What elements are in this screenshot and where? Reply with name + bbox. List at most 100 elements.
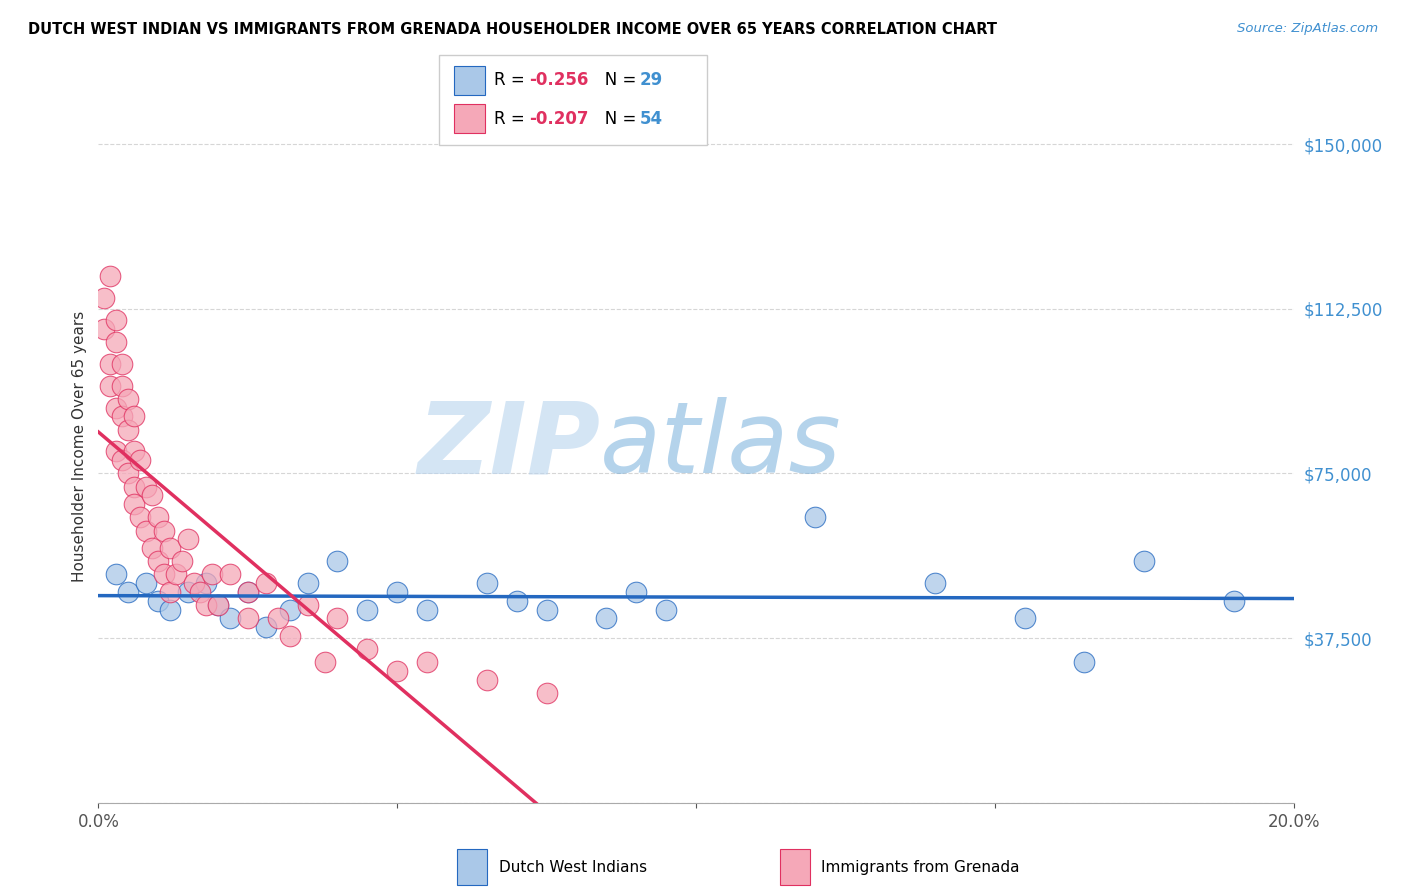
Point <box>105 312 128 326</box>
Point <box>655 602 678 616</box>
Text: R =: R = <box>494 110 530 128</box>
Point <box>177 533 200 547</box>
Point <box>135 524 157 538</box>
Point <box>117 423 139 437</box>
Point <box>105 567 128 582</box>
Text: Dutch West Indians: Dutch West Indians <box>499 860 647 874</box>
Point <box>129 510 152 524</box>
Point <box>236 585 259 599</box>
Point <box>117 585 139 599</box>
Point <box>385 664 409 678</box>
Point <box>356 642 378 657</box>
Text: ZIP: ZIP <box>418 398 600 494</box>
Point <box>165 567 187 582</box>
Point <box>159 541 181 555</box>
Point <box>195 598 218 612</box>
Point <box>278 629 301 643</box>
Point <box>98 357 122 371</box>
Point <box>124 444 146 458</box>
Point <box>201 567 224 582</box>
Point <box>475 576 498 591</box>
Point <box>153 567 176 582</box>
Point <box>153 524 176 538</box>
Text: 54: 54 <box>640 110 662 128</box>
Text: Immigrants from Grenada: Immigrants from Grenada <box>821 860 1019 874</box>
Point <box>416 602 439 616</box>
Point <box>105 334 128 349</box>
Point <box>117 467 139 481</box>
Point <box>117 392 139 406</box>
Point <box>536 686 558 700</box>
Point <box>326 554 349 568</box>
Point <box>1133 554 1156 568</box>
Point <box>105 444 128 458</box>
Point <box>326 611 349 625</box>
Text: Source: ZipAtlas.com: Source: ZipAtlas.com <box>1237 22 1378 36</box>
Point <box>475 673 498 687</box>
Point <box>278 602 301 616</box>
Point <box>98 378 122 392</box>
Point <box>416 655 439 669</box>
Point <box>124 409 146 424</box>
Point <box>219 611 242 625</box>
Point <box>924 576 946 591</box>
Point <box>93 321 115 335</box>
Text: 29: 29 <box>640 71 664 89</box>
Point <box>105 401 128 415</box>
FancyBboxPatch shape <box>457 849 486 885</box>
FancyBboxPatch shape <box>779 849 810 885</box>
Text: DUTCH WEST INDIAN VS IMMIGRANTS FROM GRENADA HOUSEHOLDER INCOME OVER 65 YEARS CO: DUTCH WEST INDIAN VS IMMIGRANTS FROM GRE… <box>28 22 997 37</box>
Point <box>207 598 229 612</box>
Point <box>195 576 218 591</box>
Point <box>183 576 205 591</box>
Point <box>141 541 163 555</box>
Point <box>219 567 242 582</box>
Point <box>1014 611 1036 625</box>
Point <box>124 480 146 494</box>
Point <box>177 585 200 599</box>
Point <box>124 497 146 511</box>
Point <box>159 585 181 599</box>
Point <box>111 453 134 467</box>
Y-axis label: Householder Income Over 65 years: Householder Income Over 65 years <box>72 310 87 582</box>
Point <box>129 453 152 467</box>
Point <box>111 357 134 371</box>
Point <box>148 594 170 608</box>
Point <box>385 585 409 599</box>
Point <box>93 291 115 305</box>
Point <box>111 409 134 424</box>
Point <box>188 585 211 599</box>
Point <box>135 480 157 494</box>
Point <box>315 655 337 669</box>
Text: atlas: atlas <box>600 398 842 494</box>
Point <box>356 602 378 616</box>
Point <box>98 268 122 283</box>
Text: -0.256: -0.256 <box>529 71 588 89</box>
Point <box>1223 594 1246 608</box>
Point <box>148 510 170 524</box>
Point <box>159 602 181 616</box>
Point <box>536 602 558 616</box>
Text: R =: R = <box>494 71 530 89</box>
Point <box>172 554 194 568</box>
Point <box>111 378 134 392</box>
Point <box>141 488 163 502</box>
Text: N =: N = <box>589 71 641 89</box>
Point <box>297 576 319 591</box>
Point <box>297 598 319 612</box>
Point <box>236 585 259 599</box>
Point <box>135 576 157 591</box>
Point <box>254 576 277 591</box>
Point <box>626 585 648 599</box>
Point <box>1073 655 1095 669</box>
Text: N =: N = <box>589 110 641 128</box>
Point <box>207 598 229 612</box>
Point <box>148 554 170 568</box>
Text: -0.207: -0.207 <box>529 110 588 128</box>
Point <box>595 611 617 625</box>
Point <box>254 620 277 634</box>
Point <box>506 594 529 608</box>
Point <box>267 611 290 625</box>
Point <box>236 611 259 625</box>
Point <box>804 510 827 524</box>
